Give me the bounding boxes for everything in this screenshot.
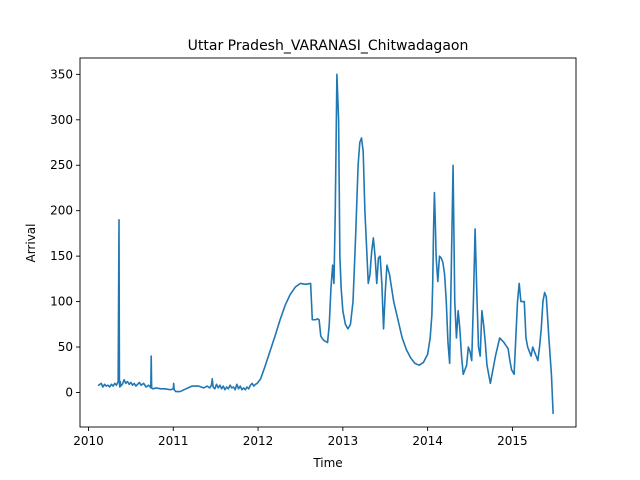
x-tick-label: 2014 — [412, 434, 443, 448]
x-axis-title: Time — [312, 456, 342, 470]
x-tick-label: 2010 — [73, 434, 104, 448]
y-tick-label: 250 — [50, 158, 73, 172]
x-tick-label: 2012 — [243, 434, 274, 448]
x-tick-label: 2015 — [497, 434, 528, 448]
y-tick-label: 300 — [50, 113, 73, 127]
y-tick-label: 50 — [58, 340, 73, 354]
y-tick-label: 200 — [50, 204, 73, 218]
y-tick-label: 0 — [65, 385, 73, 399]
axes-frame — [79, 57, 577, 428]
plot-area: 2010 2011 2012 2013 2014 2015 0 50 100 150 200 250 3… — [50, 57, 577, 448]
y-axis-title: Arrival — [24, 224, 38, 263]
x-tick-label: 2011 — [158, 434, 189, 448]
series-line-0 — [97, 73, 554, 415]
y-tick-label: 150 — [50, 249, 73, 263]
y-tick-label: 100 — [50, 295, 73, 309]
y-tick-label: 350 — [50, 67, 73, 81]
chart-title: Uttar Pradesh_VARANASI_Chitwadagaon — [188, 38, 469, 54]
x-tick-label: 2013 — [328, 434, 359, 448]
